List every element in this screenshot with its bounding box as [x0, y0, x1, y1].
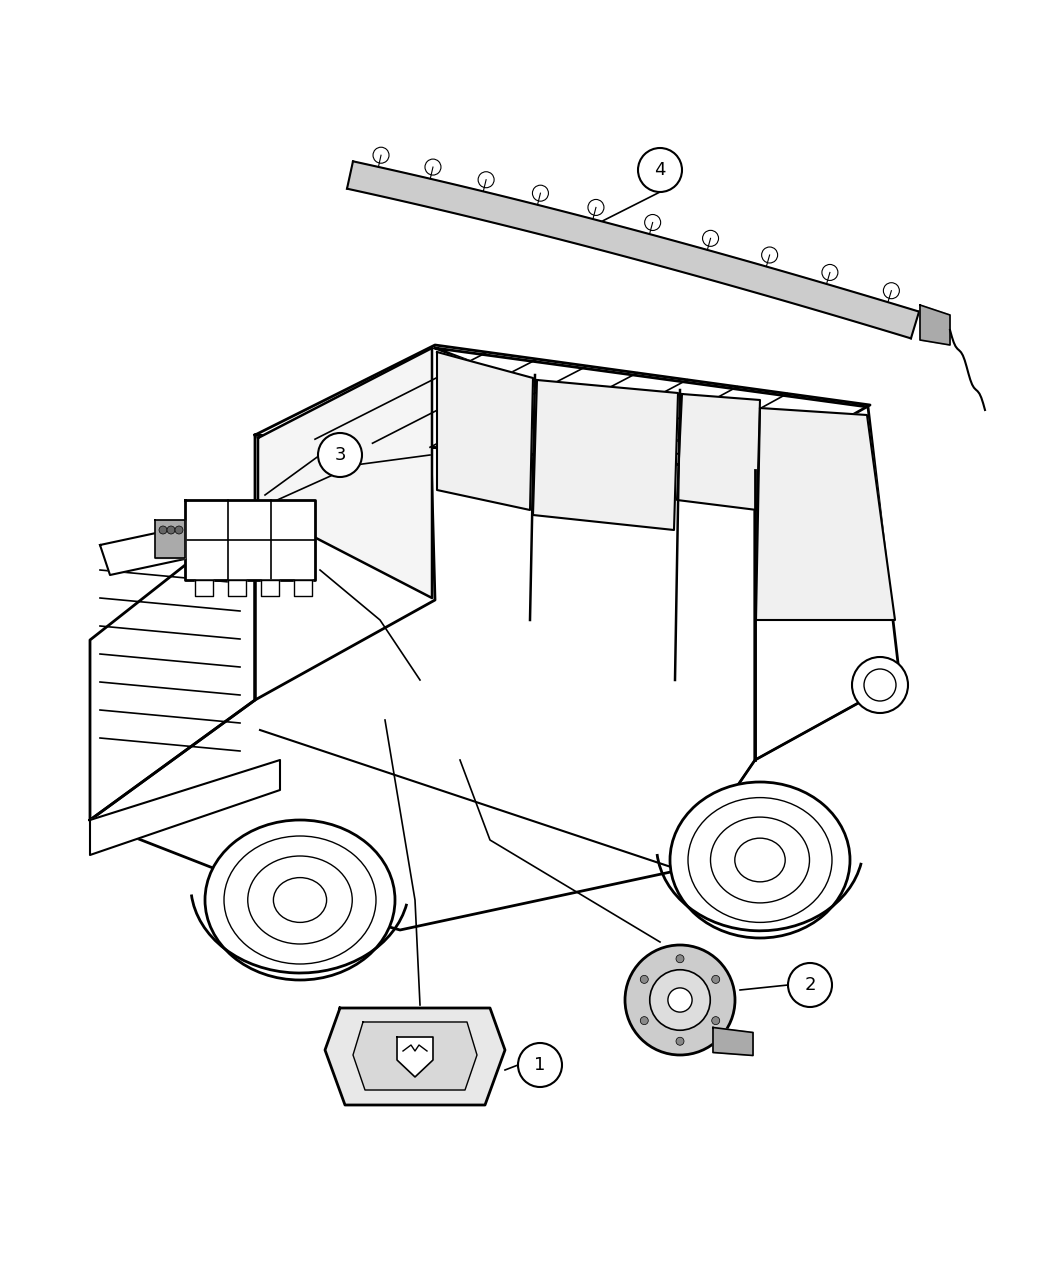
- Circle shape: [638, 148, 682, 193]
- Circle shape: [318, 434, 362, 477]
- Polygon shape: [261, 580, 279, 595]
- Polygon shape: [185, 500, 315, 580]
- Polygon shape: [326, 1009, 505, 1105]
- Circle shape: [788, 963, 832, 1007]
- Polygon shape: [756, 408, 895, 620]
- Text: 3: 3: [334, 446, 345, 464]
- Polygon shape: [920, 305, 950, 346]
- Polygon shape: [155, 520, 185, 558]
- Polygon shape: [437, 352, 533, 510]
- Circle shape: [625, 945, 735, 1054]
- Text: 1: 1: [534, 1056, 546, 1074]
- Polygon shape: [397, 1037, 433, 1077]
- Polygon shape: [90, 435, 755, 929]
- Text: 2: 2: [804, 975, 816, 994]
- Polygon shape: [258, 348, 432, 598]
- Circle shape: [650, 970, 710, 1030]
- Polygon shape: [228, 580, 246, 595]
- Polygon shape: [353, 1023, 477, 1090]
- Circle shape: [167, 527, 175, 534]
- Polygon shape: [533, 380, 678, 530]
- Circle shape: [712, 975, 719, 983]
- Polygon shape: [90, 510, 255, 820]
- Circle shape: [676, 955, 684, 963]
- Polygon shape: [195, 580, 213, 595]
- Circle shape: [852, 657, 908, 713]
- Polygon shape: [435, 348, 900, 760]
- Ellipse shape: [205, 820, 395, 980]
- Polygon shape: [90, 760, 280, 856]
- Circle shape: [518, 1043, 562, 1088]
- Polygon shape: [677, 394, 760, 510]
- Circle shape: [676, 1038, 684, 1046]
- Polygon shape: [346, 162, 919, 338]
- Ellipse shape: [670, 782, 850, 938]
- Polygon shape: [713, 1028, 753, 1056]
- Polygon shape: [100, 515, 250, 575]
- Circle shape: [175, 527, 183, 534]
- Polygon shape: [294, 580, 312, 595]
- Circle shape: [712, 1016, 719, 1025]
- Polygon shape: [255, 414, 435, 700]
- Text: 4: 4: [654, 161, 666, 179]
- Circle shape: [640, 975, 648, 983]
- Circle shape: [640, 1016, 648, 1025]
- Polygon shape: [255, 346, 870, 470]
- Circle shape: [668, 988, 692, 1012]
- Circle shape: [159, 527, 167, 534]
